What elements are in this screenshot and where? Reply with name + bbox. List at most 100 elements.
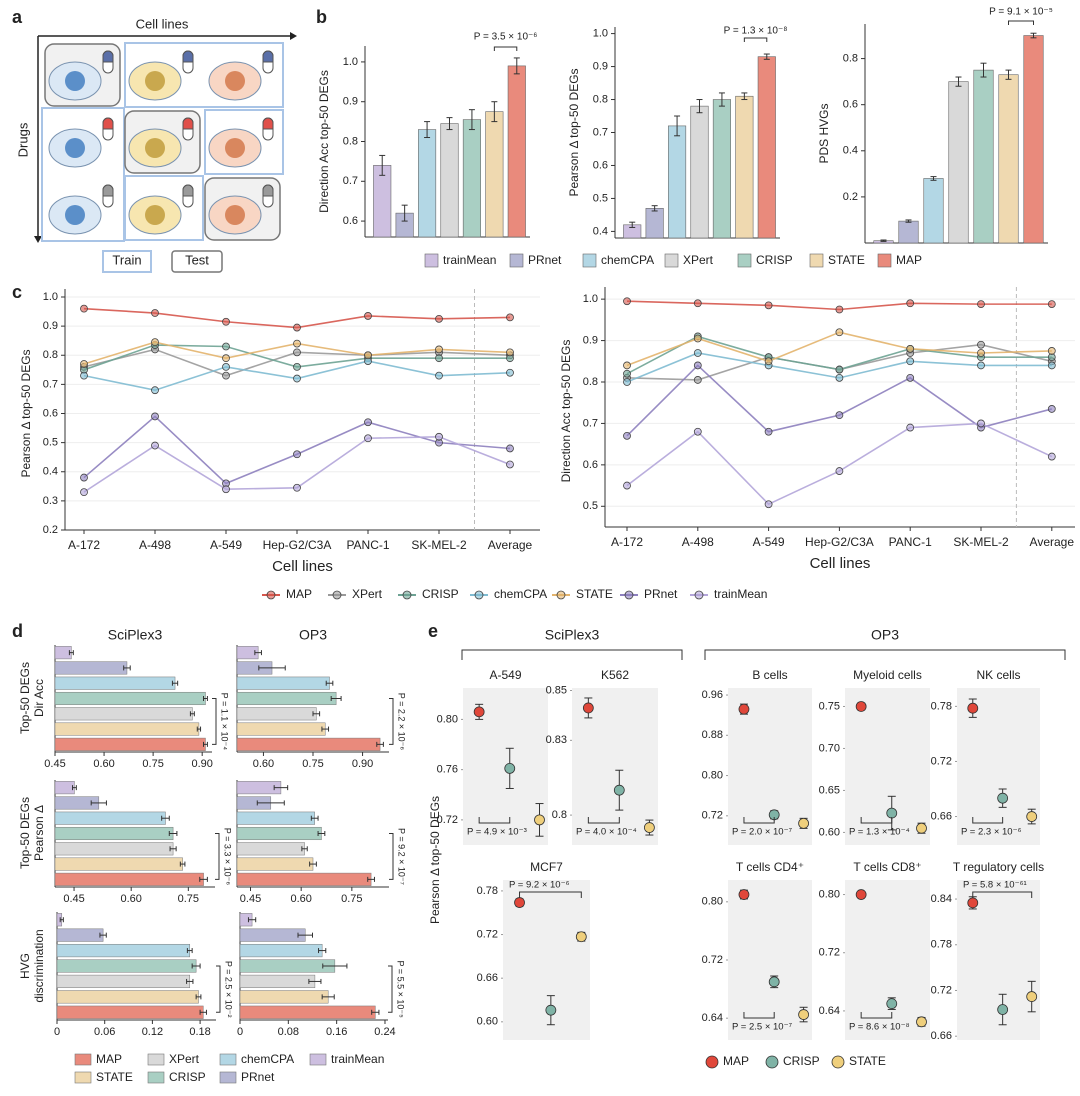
x-tick-label: A-549 bbox=[753, 535, 785, 549]
p-value: P = 2.2 × 10⁻⁶ bbox=[397, 693, 407, 751]
point bbox=[977, 340, 985, 349]
legend-swatch bbox=[147, 1071, 165, 1084]
y-tick-label: 0.9 bbox=[43, 320, 58, 332]
plot-background bbox=[845, 688, 930, 845]
x-tick-label: Hep-G2/C3A bbox=[805, 535, 874, 549]
point bbox=[977, 419, 985, 428]
x-tick-label: 0 bbox=[237, 1026, 243, 1038]
y-tick-label: 0.6 bbox=[43, 407, 58, 419]
p-value: P = 2.3 × 10⁻⁶ bbox=[961, 827, 1022, 838]
bar bbox=[54, 691, 206, 706]
point bbox=[435, 371, 443, 380]
point bbox=[835, 365, 844, 374]
y-tick-label: 0.85 bbox=[546, 684, 567, 696]
bar bbox=[485, 111, 504, 238]
x-tick-label: 0.08 bbox=[278, 1026, 299, 1038]
bar bbox=[373, 165, 392, 238]
nucleus bbox=[65, 138, 85, 158]
x-tick-label: 0.60 bbox=[93, 758, 114, 770]
x-tick-label: A-172 bbox=[611, 535, 643, 549]
bar bbox=[239, 959, 336, 973]
bar bbox=[54, 707, 193, 721]
point bbox=[886, 807, 898, 819]
point bbox=[222, 485, 230, 494]
y-tick-label: 0.65 bbox=[819, 784, 840, 796]
y-tick-label: 0.60 bbox=[819, 826, 840, 838]
bar bbox=[54, 737, 206, 751]
point bbox=[364, 418, 372, 427]
y-tick-label: 0.6 bbox=[593, 159, 608, 171]
capsule-top bbox=[182, 184, 194, 197]
p-value: P = 5.5 × 10⁻⁵ bbox=[396, 960, 406, 1018]
y-tick-label: 0.75 bbox=[819, 700, 840, 712]
legend-label: chemCPA bbox=[494, 587, 547, 601]
bar bbox=[56, 974, 191, 989]
bar bbox=[440, 123, 459, 238]
panel-label: c bbox=[12, 282, 22, 302]
point bbox=[293, 374, 301, 383]
y-tick-label: 0.72 bbox=[819, 947, 840, 959]
point bbox=[151, 441, 159, 450]
nucleus bbox=[145, 205, 165, 225]
point bbox=[967, 702, 979, 714]
point bbox=[293, 323, 301, 332]
point bbox=[80, 304, 88, 313]
x-tick-label: SK-MEL-2 bbox=[953, 535, 1009, 549]
bar bbox=[54, 826, 174, 841]
x-tick-label: 0.24 bbox=[374, 1026, 395, 1038]
x-tick-label: A-172 bbox=[68, 538, 100, 552]
capsule-top bbox=[262, 184, 274, 197]
y-tick-label: 0.8 bbox=[552, 809, 567, 821]
y-axis-label: Pearson Δ top-50 DEGs bbox=[19, 349, 33, 477]
point bbox=[967, 897, 979, 909]
series-line bbox=[83, 435, 511, 493]
y-tick-label: 0.8 bbox=[343, 135, 358, 147]
bar bbox=[54, 872, 204, 886]
point bbox=[435, 314, 443, 323]
p-value: P = 4.0 × 10⁻⁴ bbox=[576, 827, 637, 838]
nucleus bbox=[145, 71, 165, 91]
point bbox=[835, 411, 844, 420]
x-tick-label: Average bbox=[1030, 535, 1075, 549]
bar bbox=[239, 974, 316, 989]
bar bbox=[236, 811, 315, 825]
arrow-head bbox=[290, 32, 297, 40]
point bbox=[222, 371, 230, 380]
point bbox=[906, 373, 915, 382]
point bbox=[435, 432, 443, 441]
significance-bracket bbox=[743, 1012, 775, 1019]
point bbox=[623, 481, 631, 490]
point bbox=[916, 822, 927, 834]
p-value: P = 3.5 × 10⁻⁶ bbox=[474, 32, 538, 43]
x-tick-label: A-498 bbox=[682, 535, 714, 549]
plot-background bbox=[572, 688, 658, 845]
point bbox=[473, 706, 485, 718]
legend-label: trainMean bbox=[443, 253, 496, 267]
legend-label: PRnet bbox=[528, 253, 562, 267]
capsule-top bbox=[262, 50, 274, 63]
significance-bracket bbox=[478, 817, 511, 824]
x-tick-label: 0.90 bbox=[352, 758, 373, 770]
row-label: discrimination bbox=[32, 929, 46, 1002]
point bbox=[916, 1016, 927, 1028]
legend-label: STATE bbox=[828, 253, 865, 267]
x-tick-label: 0.45 bbox=[240, 893, 261, 905]
y-tick-label: 0.9 bbox=[343, 96, 358, 108]
capsule-top bbox=[182, 117, 194, 130]
point bbox=[222, 362, 230, 371]
train-region bbox=[124, 42, 284, 108]
point bbox=[693, 349, 702, 357]
legend-swatch bbox=[509, 253, 524, 268]
bar bbox=[236, 722, 326, 736]
panel-label: b bbox=[316, 7, 327, 27]
x-tick-label: 0.60 bbox=[120, 893, 141, 905]
panel-label: e bbox=[428, 621, 438, 641]
subplot-title: NK cells bbox=[976, 668, 1020, 682]
point bbox=[738, 889, 750, 900]
y-tick-label: 0.8 bbox=[843, 52, 858, 64]
y-tick-label: 0.80 bbox=[437, 713, 458, 725]
y-tick-label: 0.7 bbox=[583, 417, 598, 429]
legend-label: STATE bbox=[849, 1054, 886, 1068]
x-tick-label: 0.45 bbox=[63, 893, 84, 905]
point bbox=[151, 309, 159, 317]
